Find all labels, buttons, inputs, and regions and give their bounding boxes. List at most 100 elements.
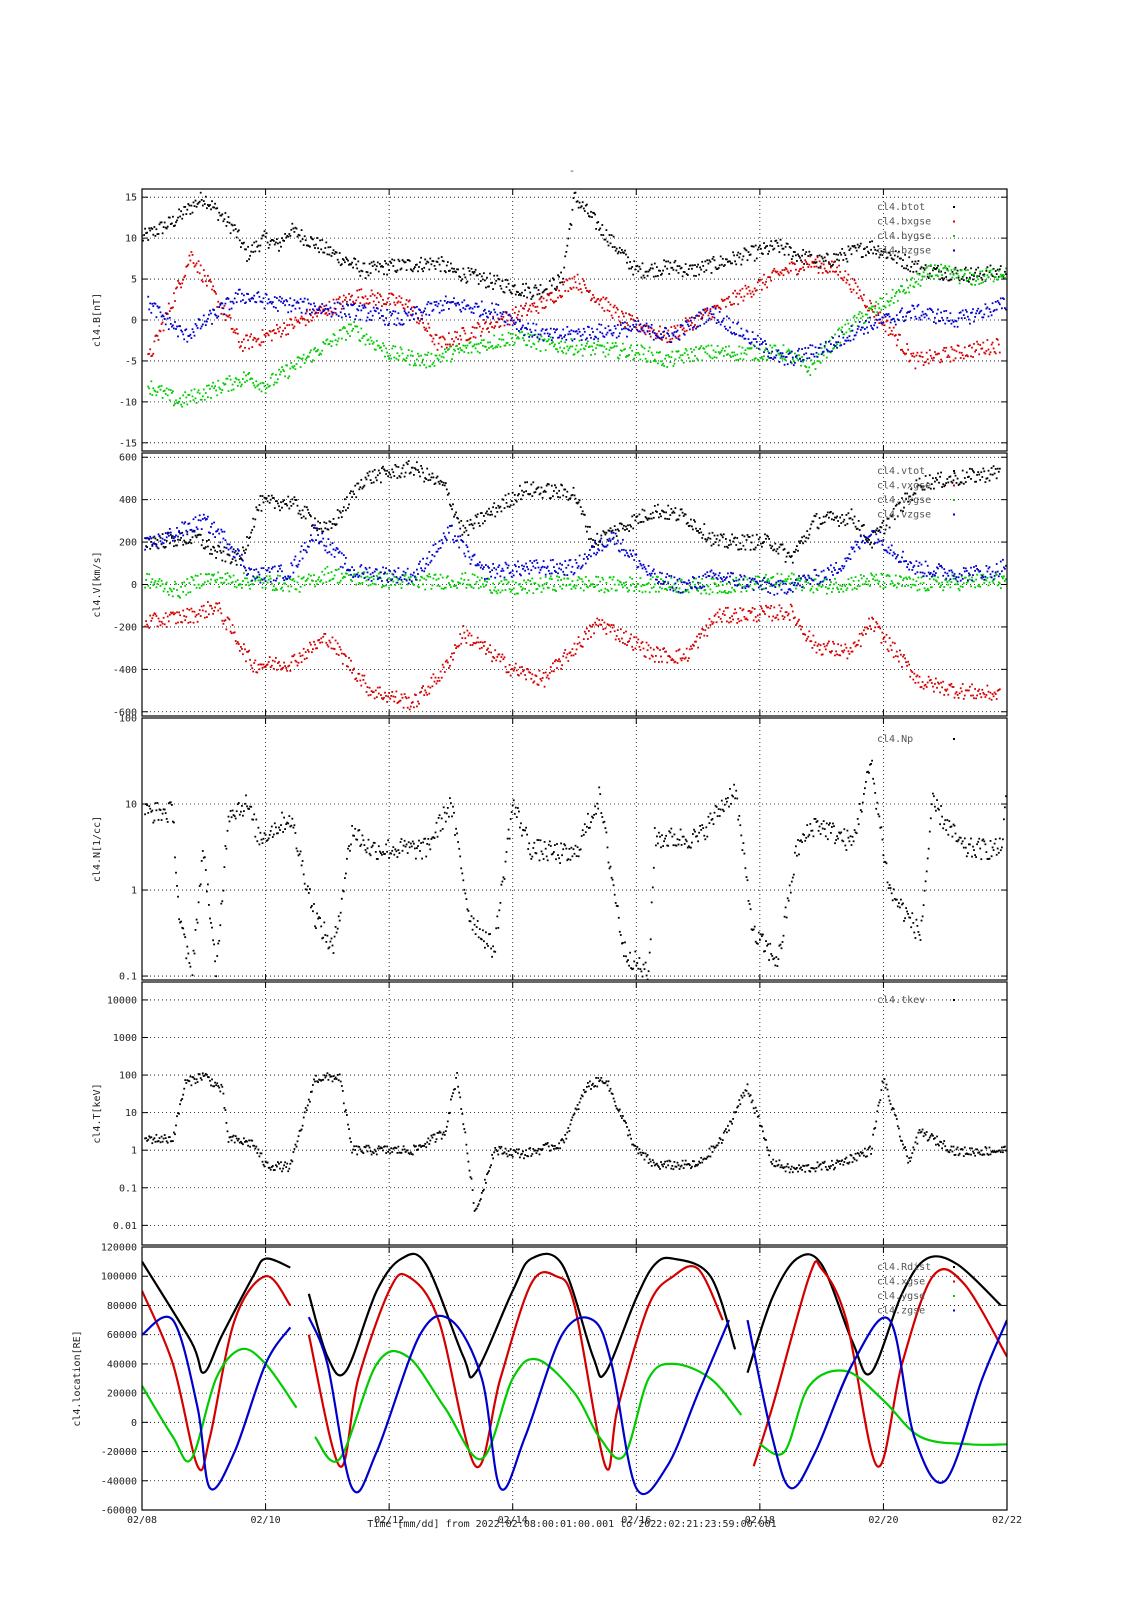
data-point: [603, 531, 606, 534]
data-point: [211, 288, 213, 291]
data-point: [747, 251, 750, 253]
data-point: [824, 515, 827, 518]
data-point: [635, 265, 638, 268]
data-point: [391, 691, 394, 693]
data-point: [906, 492, 908, 495]
data-point: [738, 620, 741, 623]
data-point: [323, 342, 326, 345]
data-point: [591, 545, 593, 547]
data-point: [894, 323, 897, 326]
data-point: [635, 636, 638, 639]
data-point: [515, 316, 518, 319]
data-point: [907, 500, 909, 503]
data-point: [943, 310, 946, 313]
data-point: [891, 288, 894, 291]
data-point: [190, 389, 193, 392]
data-point: [419, 309, 421, 311]
data-point: [163, 623, 166, 626]
data-point: [902, 259, 904, 261]
data-point: [570, 338, 573, 340]
data-point: [635, 516, 638, 518]
data-point: [920, 279, 923, 281]
data-point: [482, 344, 484, 347]
data-point: [566, 653, 569, 656]
data-point: [366, 316, 369, 319]
data-point: [317, 348, 319, 351]
data-point: [577, 206, 580, 209]
data-point: [721, 319, 724, 322]
data-point: [276, 324, 278, 326]
data-point: [472, 642, 475, 644]
data-point: [275, 500, 277, 503]
data-point: [757, 279, 760, 282]
data-point: [379, 347, 381, 349]
data-point: [233, 297, 236, 300]
data-point: [514, 306, 517, 308]
data-point: [617, 335, 620, 338]
legend-label: cl4.btot: [877, 202, 925, 213]
data-point: [700, 312, 703, 315]
data-point: [921, 356, 924, 358]
data-point: [382, 315, 384, 317]
data-point: [237, 229, 240, 232]
data-point: [748, 610, 751, 612]
data-point: [197, 389, 200, 392]
data-point: [575, 501, 578, 504]
data-point: [314, 312, 316, 315]
data-point: [965, 276, 968, 279]
data-point: [948, 265, 951, 268]
data-point: [296, 664, 299, 667]
data-point: [622, 342, 624, 345]
data-point: [512, 285, 515, 288]
data-point: [673, 661, 676, 664]
data-point: [293, 496, 296, 499]
data-point: [195, 262, 198, 265]
data-point: [871, 616, 873, 619]
data-point: [508, 323, 511, 326]
data-point: [663, 511, 665, 514]
data-point: [513, 494, 516, 496]
data-point: [243, 294, 245, 297]
data-point: [982, 281, 985, 284]
data-point: [264, 335, 267, 337]
data-point: [201, 280, 204, 283]
data-point: [780, 272, 783, 275]
data-point: [199, 327, 202, 330]
data-point: [978, 275, 981, 278]
data-point: [945, 346, 948, 349]
data-point: [990, 273, 993, 276]
data-point: [686, 323, 689, 326]
data-point: [977, 307, 980, 310]
data-point: [220, 312, 223, 315]
data-point: [580, 645, 583, 648]
data-point: [502, 311, 505, 313]
data-point: [774, 356, 777, 359]
data-point: [741, 335, 744, 338]
data-point: [736, 622, 739, 624]
data-point: [865, 633, 867, 635]
data-point: [455, 647, 457, 649]
data-point: [934, 480, 936, 483]
data-point: [752, 548, 755, 551]
data-point: [454, 513, 456, 516]
data-point: [878, 256, 881, 259]
data-point: [444, 660, 447, 663]
data-point: [247, 650, 249, 653]
data-point: [348, 323, 350, 326]
data-point: [630, 633, 632, 636]
data-point: [154, 613, 157, 615]
data-point: [930, 274, 933, 277]
data-point: [726, 620, 728, 623]
data-point: [400, 348, 403, 351]
data-point: [344, 327, 346, 329]
data-point: [149, 302, 152, 305]
data-point: [407, 696, 410, 699]
data-point: [226, 315, 229, 318]
data-point: [665, 327, 667, 330]
data-point: [1001, 307, 1003, 310]
data-point: [633, 326, 636, 328]
data-point: [510, 668, 513, 671]
data-point: [439, 479, 442, 482]
data-point: [525, 282, 527, 285]
data-point: [568, 330, 571, 333]
